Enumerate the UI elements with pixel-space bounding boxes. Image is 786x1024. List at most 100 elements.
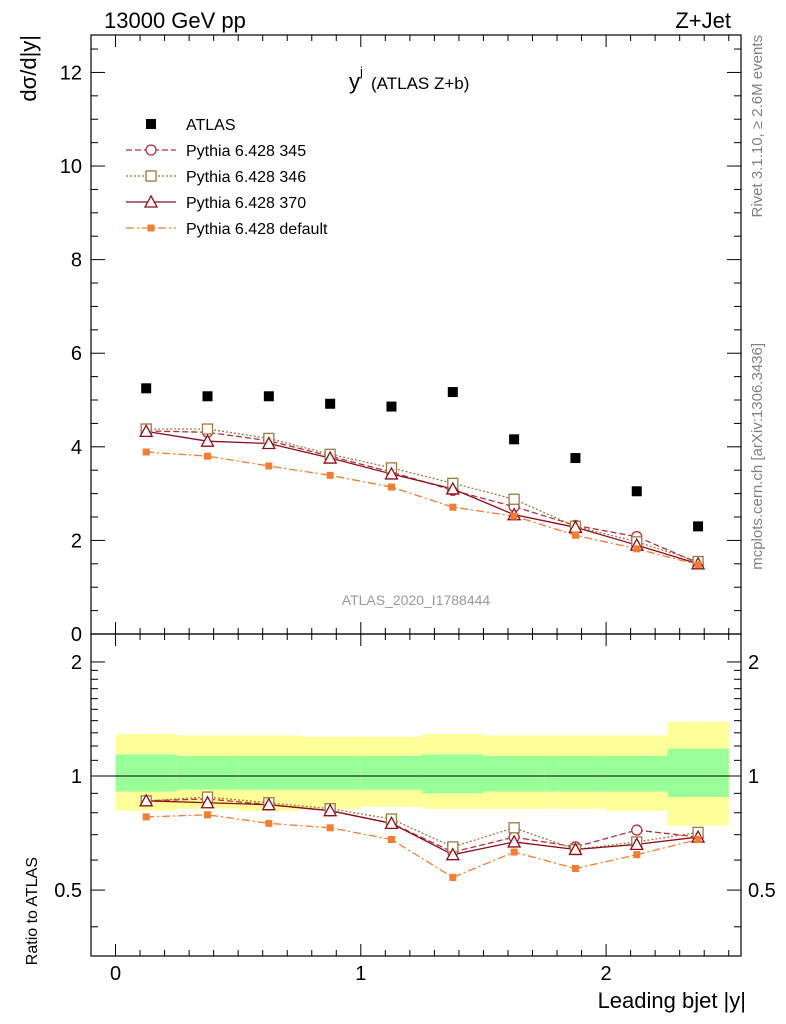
series-point-ratio-3: [326, 824, 334, 832]
band-green-bin: [667, 748, 729, 798]
series-point-ratio-2: [384, 816, 399, 830]
series-point-ratio-3: [387, 835, 395, 843]
chart-title-superscript: j: [359, 64, 363, 79]
series-point-ratio-2: [568, 842, 583, 856]
legend-label: Pythia 6.428 345: [186, 143, 306, 160]
x-axis-label: Leading bjet |y|: [598, 988, 746, 1013]
series-point-ratio-3: [571, 865, 579, 873]
y-tick-label-main: 12: [60, 62, 82, 84]
series-point-ratio-3: [142, 813, 150, 821]
legend: ATLAS Pythia 6.428 345 Pythia 6.428 346 Pyt…: [126, 117, 328, 238]
band-green-bin: [483, 755, 545, 792]
series-point-ratio-3: [449, 873, 457, 881]
series-line-main-3: [146, 451, 699, 566]
atlas-data-point: [570, 453, 581, 464]
atlas-data-point: [263, 391, 274, 402]
series-point-ratio-2: [507, 834, 522, 848]
series-point-main-3: [694, 561, 702, 569]
x-tick-label: 2: [601, 963, 612, 985]
x-tick-label: 1: [355, 963, 366, 985]
plot-frames: [90, 34, 742, 957]
series-line-ratio-0: [146, 798, 699, 853]
y-tick-label-main: 8: [71, 250, 82, 272]
y-tick-label-ratio-left: 0.5: [54, 880, 82, 902]
series-line-ratio-3: [146, 814, 699, 879]
legend-label: Pythia 6.428 370: [186, 195, 306, 212]
band-green-bin: [360, 755, 423, 790]
legend-label: Pythia 6.428 default: [186, 221, 328, 238]
series-point-ratio-3: [204, 811, 212, 819]
series-line-ratio-2: [146, 800, 699, 856]
band-green-bin: [544, 755, 607, 792]
x-tick-label: 0: [110, 963, 121, 985]
series-point-ratio-1: [508, 822, 520, 834]
atlas-data-point: [509, 434, 520, 445]
band-green-bin: [606, 755, 668, 792]
series-point-main-2: [261, 436, 276, 450]
series-line-main-1: [146, 428, 699, 563]
legend-marker-1: [145, 170, 157, 182]
y-tick-label-main: 2: [71, 530, 82, 552]
atlas-data-point: [693, 521, 704, 532]
series-point-ratio-2: [445, 847, 460, 861]
y-tick-label-ratio-left: 2: [71, 652, 82, 674]
y-tick-label-ratio-right: 1: [748, 766, 759, 788]
series-point-ratio-3: [510, 848, 518, 856]
legend-marker-0: [145, 144, 157, 156]
series-point-main-2: [200, 433, 215, 447]
series-point-main-1: [508, 493, 520, 505]
y-axis-label-ratio: Ratio to ATLAS: [24, 857, 41, 965]
series-point-main-2: [323, 450, 338, 464]
y-axis-label-main: dσ/d|y|: [16, 35, 41, 102]
series-point-main-2: [384, 466, 399, 480]
series-point-ratio-2: [139, 793, 154, 807]
series-point-ratio-0: [631, 824, 643, 836]
series-point-main-3: [571, 531, 579, 539]
atlas-data-point: [202, 391, 213, 402]
series-point-main-3: [204, 452, 212, 460]
ratio-plot-frame: [90, 633, 742, 957]
y-tick-label-ratio-left: 1: [71, 766, 82, 788]
chart-title: y: [349, 69, 360, 94]
series-point-main-3: [265, 462, 273, 470]
analysis-label: ATLAS_2020_I1788444: [342, 592, 491, 608]
series-point-ratio-2: [261, 797, 276, 811]
y-tick-label-ratio-right: 2: [748, 652, 759, 674]
series-point-main-3: [387, 483, 395, 491]
series-point-ratio-2: [629, 837, 644, 851]
series-line-ratio-1: [146, 796, 699, 851]
y-tick-label-main: 4: [71, 437, 82, 459]
atlas-data-point: [631, 486, 642, 497]
legend-label: ATLAS: [186, 117, 236, 134]
series-line-main-2: [146, 430, 699, 565]
band-green-bin: [422, 754, 484, 794]
legend-marker-2: [143, 194, 159, 208]
legend-label: Pythia 6.428 346: [186, 169, 306, 186]
series-point-main-3: [633, 545, 641, 553]
ratio-uncertainty-bands: [91, 721, 741, 826]
band-green-bin: [238, 755, 300, 790]
series-point-main-2: [445, 481, 460, 495]
band-green-bin: [299, 755, 361, 790]
atlas-data-point: [325, 398, 336, 409]
series-point-main-1: [201, 423, 214, 435]
mcplots-label: mcplots.cern.ch [arXiv:1306.3436]: [749, 343, 766, 570]
series-point-ratio-3: [265, 819, 273, 827]
header-right: Z+Jet: [675, 8, 731, 33]
series-lines: [146, 428, 699, 879]
series-point-main-3: [142, 448, 150, 456]
y-tick-label-main: 10: [60, 156, 82, 178]
header-left: 13000 GeV pp: [104, 8, 246, 33]
atlas-data-point: [386, 401, 397, 412]
series-point-ratio-2: [200, 795, 215, 809]
y-tick-label-ratio-right: 0.5: [748, 880, 776, 902]
series-point-ratio-3: [694, 835, 702, 843]
series-point-ratio-3: [633, 851, 641, 859]
series-point-main-3: [326, 471, 334, 479]
series-point-main-3: [510, 512, 518, 520]
series-point-main-3: [449, 503, 457, 511]
y-tick-label-main: 0: [71, 624, 82, 646]
series-point-main-2: [139, 424, 154, 438]
